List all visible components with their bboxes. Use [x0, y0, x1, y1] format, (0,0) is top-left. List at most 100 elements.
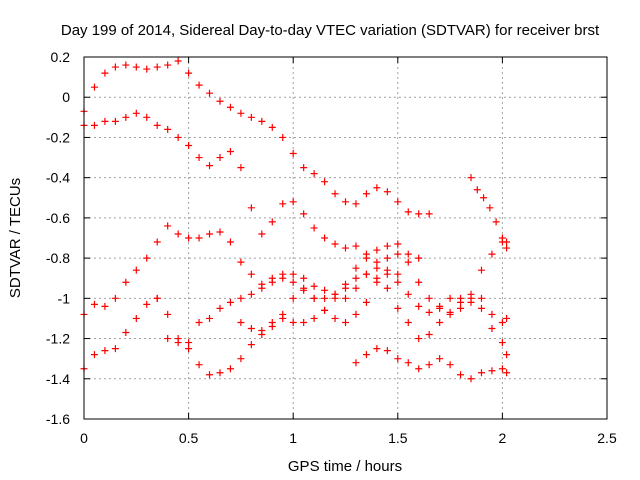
data-point [90, 121, 98, 129]
data-point [467, 294, 475, 302]
data-point [404, 208, 412, 216]
data-point [503, 314, 511, 322]
x-tick-label: 0 [80, 430, 88, 446]
data-point [216, 154, 224, 162]
data-point [289, 278, 297, 286]
data-point [153, 63, 161, 71]
data-point [111, 345, 119, 353]
data-point [503, 238, 511, 246]
data-point [342, 284, 349, 292]
data-point [195, 234, 203, 242]
data-point [174, 57, 182, 65]
data-point [321, 294, 329, 302]
data-point [473, 186, 481, 194]
data-point [164, 125, 172, 133]
data-point [394, 250, 402, 258]
data-point [383, 242, 391, 250]
data-point [289, 198, 297, 206]
data-point [164, 335, 172, 343]
data-point [111, 63, 119, 71]
x-tick-label: 0.5 [179, 430, 199, 446]
data-point [237, 258, 245, 266]
data-point [383, 270, 391, 278]
data-point [237, 294, 245, 302]
y-axis-label: SDTVAR / TECUs [7, 178, 24, 298]
series-4 [80, 254, 402, 379]
data-point [425, 308, 433, 316]
data-point [206, 314, 214, 322]
data-point [394, 270, 402, 278]
data-point [394, 304, 402, 312]
data-point [300, 284, 308, 292]
data-point [143, 254, 151, 262]
data-point [331, 240, 339, 248]
data-point [383, 347, 391, 355]
data-point [457, 371, 465, 379]
series-7 [352, 345, 511, 383]
data-point [477, 304, 485, 312]
series-5 [237, 270, 511, 339]
data-point [143, 113, 151, 121]
data-point [457, 304, 465, 312]
y-tick-label: -0.4 [46, 170, 70, 186]
data-point [373, 184, 381, 192]
data-point [174, 133, 182, 141]
data-point [498, 365, 506, 373]
data-point [164, 310, 172, 318]
data-point [216, 304, 224, 312]
data-point [331, 314, 339, 322]
data-point [185, 339, 193, 347]
data-point [436, 302, 444, 310]
y-tick-label: -0.6 [46, 210, 70, 226]
data-point [310, 282, 318, 290]
data-point [352, 264, 360, 272]
data-point [247, 204, 255, 212]
data-point [300, 318, 308, 326]
data-point [237, 164, 245, 172]
data-point [415, 254, 423, 262]
data-point [132, 63, 140, 71]
data-point [503, 244, 511, 252]
data-point [321, 178, 329, 186]
data-point [362, 190, 370, 198]
data-point [153, 294, 161, 302]
data-point [503, 351, 511, 359]
data-point [498, 339, 506, 347]
series-3 [80, 222, 511, 318]
data-point [342, 294, 349, 302]
data-point [467, 375, 475, 383]
data-point [101, 117, 109, 125]
y-tick-label: -1.2 [46, 331, 70, 347]
data-point [352, 200, 360, 208]
data-point [492, 218, 500, 226]
data-point [503, 369, 511, 377]
data-point [383, 188, 391, 196]
data-point [373, 345, 381, 353]
data-point [383, 284, 391, 292]
series-2 [80, 109, 423, 262]
data-point [143, 65, 151, 73]
data-point [394, 198, 402, 206]
data-point [195, 154, 203, 162]
data-point [331, 290, 339, 298]
data-point [153, 238, 161, 246]
data-point [488, 310, 496, 318]
data-point [477, 266, 485, 274]
data-point [111, 117, 119, 125]
data-point [310, 294, 318, 302]
data-point [247, 290, 255, 298]
data-point [226, 148, 234, 156]
y-tick-label: 0.2 [51, 49, 71, 65]
data-point [101, 302, 109, 310]
data-point [132, 109, 140, 117]
data-point [446, 294, 454, 302]
data-point [446, 310, 454, 318]
data-point [289, 270, 297, 278]
data-point [195, 318, 203, 326]
data-point [122, 329, 130, 337]
data-point [467, 174, 475, 182]
data-point [237, 109, 245, 117]
data-point [122, 61, 130, 69]
y-tick-label: -1 [58, 290, 71, 306]
